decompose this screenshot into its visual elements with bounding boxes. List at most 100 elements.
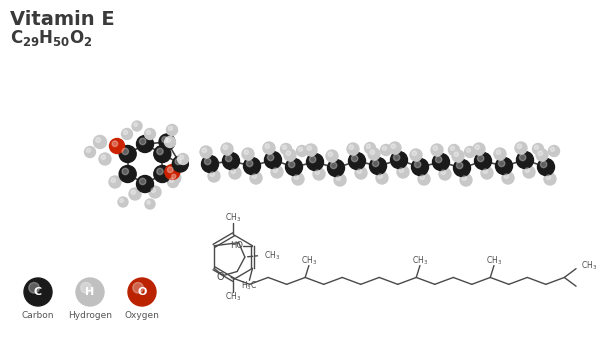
Circle shape	[122, 168, 128, 175]
Circle shape	[109, 176, 121, 188]
Circle shape	[328, 159, 345, 176]
Circle shape	[368, 148, 380, 160]
Circle shape	[282, 145, 286, 149]
Circle shape	[537, 158, 554, 175]
Circle shape	[326, 150, 338, 162]
Circle shape	[517, 144, 522, 148]
Circle shape	[252, 174, 257, 179]
Circle shape	[473, 143, 485, 155]
Text: CH$_3$: CH$_3$	[412, 254, 428, 267]
Circle shape	[533, 144, 544, 155]
Circle shape	[170, 172, 181, 184]
Circle shape	[29, 282, 40, 293]
Circle shape	[418, 173, 430, 185]
Circle shape	[454, 152, 458, 157]
Circle shape	[378, 174, 382, 179]
Circle shape	[202, 148, 207, 153]
Circle shape	[154, 166, 171, 183]
Circle shape	[334, 174, 346, 186]
Circle shape	[139, 178, 146, 185]
Circle shape	[393, 154, 400, 161]
Circle shape	[273, 168, 278, 172]
Circle shape	[223, 145, 227, 149]
Circle shape	[382, 146, 387, 150]
Circle shape	[201, 156, 218, 172]
Circle shape	[306, 154, 323, 171]
Circle shape	[336, 176, 340, 181]
Circle shape	[525, 168, 530, 172]
Circle shape	[157, 148, 163, 155]
Circle shape	[496, 158, 513, 174]
Circle shape	[435, 156, 442, 163]
Circle shape	[451, 146, 455, 150]
Circle shape	[229, 167, 241, 179]
Circle shape	[280, 144, 291, 155]
Circle shape	[355, 167, 367, 179]
Circle shape	[128, 278, 156, 306]
Circle shape	[264, 152, 282, 169]
Text: CH$_3$: CH$_3$	[264, 249, 280, 262]
Text: CH$_3$: CH$_3$	[225, 212, 241, 224]
Circle shape	[120, 199, 123, 202]
Circle shape	[515, 142, 527, 154]
Text: Carbon: Carbon	[22, 311, 54, 320]
Circle shape	[376, 172, 388, 184]
Text: Hydrogen: Hydrogen	[68, 311, 112, 320]
Circle shape	[457, 162, 463, 169]
Circle shape	[112, 141, 118, 147]
Circle shape	[172, 156, 188, 172]
Text: C: C	[34, 287, 42, 297]
Circle shape	[179, 155, 184, 159]
Circle shape	[170, 178, 173, 182]
Circle shape	[367, 144, 370, 148]
Circle shape	[496, 150, 500, 155]
Circle shape	[165, 165, 180, 180]
Circle shape	[101, 155, 106, 159]
Circle shape	[246, 160, 253, 167]
Circle shape	[550, 147, 554, 152]
Circle shape	[159, 134, 175, 150]
Circle shape	[265, 144, 269, 148]
Circle shape	[167, 124, 178, 135]
Circle shape	[297, 145, 308, 157]
Circle shape	[372, 160, 379, 167]
Circle shape	[95, 137, 101, 143]
Circle shape	[431, 144, 443, 156]
Circle shape	[474, 153, 491, 170]
Circle shape	[94, 135, 106, 148]
Circle shape	[263, 142, 275, 154]
Circle shape	[165, 136, 176, 147]
Circle shape	[441, 170, 446, 174]
Text: $\mathregular{C_{29}H_{50}O_2}$: $\mathregular{C_{29}H_{50}O_2}$	[10, 28, 93, 48]
Circle shape	[271, 166, 283, 178]
Circle shape	[433, 146, 438, 150]
Circle shape	[305, 144, 317, 156]
Circle shape	[410, 149, 422, 161]
Circle shape	[432, 154, 449, 171]
Circle shape	[119, 145, 136, 162]
Circle shape	[139, 138, 146, 145]
Circle shape	[420, 175, 424, 180]
Circle shape	[133, 282, 143, 293]
Circle shape	[307, 146, 311, 150]
Circle shape	[243, 158, 260, 174]
Circle shape	[168, 126, 173, 130]
Circle shape	[349, 145, 354, 149]
Circle shape	[536, 149, 548, 161]
Circle shape	[370, 158, 387, 174]
Circle shape	[466, 148, 471, 153]
Circle shape	[99, 153, 111, 165]
Text: CH$_3$: CH$_3$	[581, 259, 598, 272]
Circle shape	[452, 150, 464, 162]
Circle shape	[109, 139, 125, 154]
Circle shape	[242, 148, 254, 160]
Circle shape	[494, 148, 506, 160]
Circle shape	[122, 129, 133, 140]
Circle shape	[294, 175, 299, 180]
Circle shape	[462, 176, 466, 181]
Circle shape	[81, 282, 91, 293]
Circle shape	[118, 197, 128, 207]
Circle shape	[465, 146, 475, 158]
Circle shape	[523, 166, 535, 178]
Circle shape	[370, 150, 375, 155]
